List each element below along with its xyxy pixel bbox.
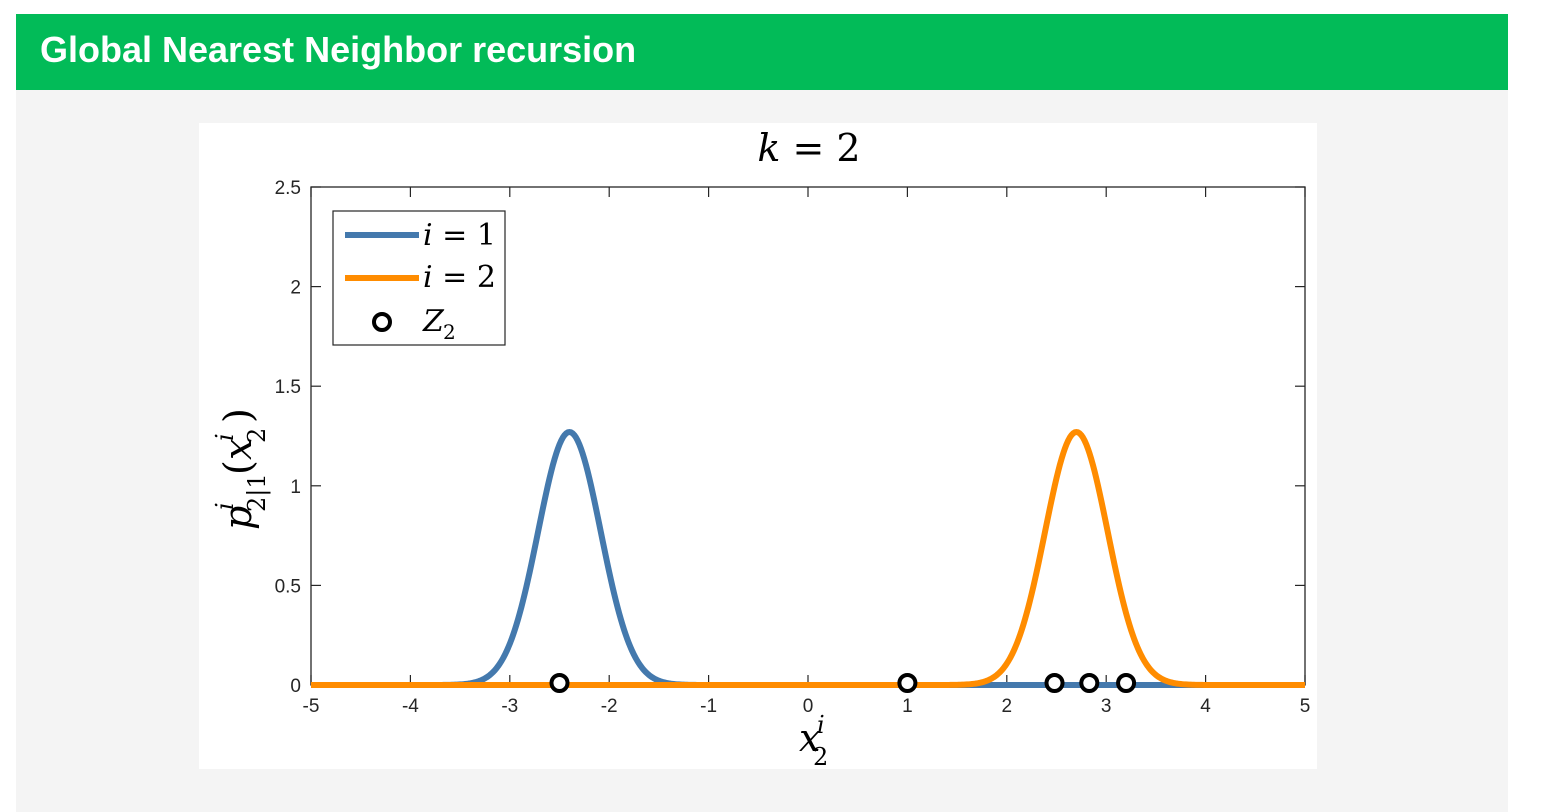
svg-text:): ) [216, 408, 260, 423]
legend-label-i2: i = 2 [423, 260, 496, 295]
svg-text:p: p [216, 506, 260, 530]
y-tick-label: 1.5 [275, 377, 301, 398]
slide-header: Global Nearest Neighbor recursion [16, 14, 1508, 90]
svg-text:(: ( [216, 460, 260, 475]
legend-label-z2: Z [422, 304, 445, 339]
svg-text:i: i [211, 433, 239, 441]
series-line-2 [309, 429, 1307, 688]
y-axis-label: p i 2|1 ( x i 2 ) [211, 408, 272, 530]
x-tick-label: -1 [700, 696, 717, 717]
legend-label-i1: i = 1 [423, 218, 496, 253]
x-tick-label: -3 [501, 696, 518, 717]
z2-marker [1116, 673, 1137, 693]
z2-marker [549, 673, 570, 693]
x-tick-label: 2 [1002, 696, 1013, 717]
z2-marker [1079, 673, 1100, 693]
y-tick-label: 2 [290, 278, 301, 299]
z2-marker [1044, 673, 1065, 693]
x-tick-label: -2 [601, 696, 618, 717]
y-tick-label: 1 [290, 477, 301, 498]
x-tick-label: -4 [402, 696, 419, 717]
measurement-markers [549, 673, 1137, 693]
x-tick-label: 5 [1300, 696, 1311, 717]
y-tick-label: 2.5 [275, 178, 301, 199]
x-tick-label: 4 [1200, 696, 1211, 717]
y-tick-label: 0.5 [275, 576, 301, 597]
legend-marker-z2 [372, 312, 392, 332]
figure: k = 2 -5 -4 -3 -2 -1 0 1 2 3 4 5 0 0.5 1 1.5 2 2.5 x i 2… [199, 123, 1317, 771]
svg-text:2: 2 [243, 428, 271, 443]
plot-lines [309, 429, 1307, 688]
z2-marker [897, 673, 918, 693]
y-tick-label: 0 [290, 676, 301, 697]
svg-text:x: x [216, 439, 260, 460]
svg-text:i: i [817, 711, 825, 739]
x-axis-label: x i 2 [799, 711, 828, 771]
series-line-1 [309, 429, 1307, 688]
slide-title: Global Nearest Neighbor recursion [40, 29, 637, 70]
x-tick-label: -5 [303, 696, 320, 717]
x-tick-label: 0 [803, 696, 814, 717]
legend-label-z2-sub: 2 [443, 320, 456, 344]
slide: Global Nearest Neighbor recursion k = 2 … [16, 14, 1508, 812]
x-tick-label: 3 [1101, 696, 1112, 717]
svg-text:2: 2 [813, 743, 828, 769]
svg-text:i: i [211, 502, 239, 510]
svg-text:2|1: 2|1 [243, 473, 272, 512]
chart-title: k = 2 [757, 126, 860, 170]
svg-text:x: x [799, 716, 820, 760]
chart: k = 2 -5 -4 -3 -2 -1 0 1 2 3 4 5 0 0.5 1 1.5 2 2.5 x i 2… [211, 126, 1311, 771]
legend: i = 1 i = 2 Z 2 [332, 210, 506, 346]
x-tick-label: 1 [902, 696, 913, 717]
